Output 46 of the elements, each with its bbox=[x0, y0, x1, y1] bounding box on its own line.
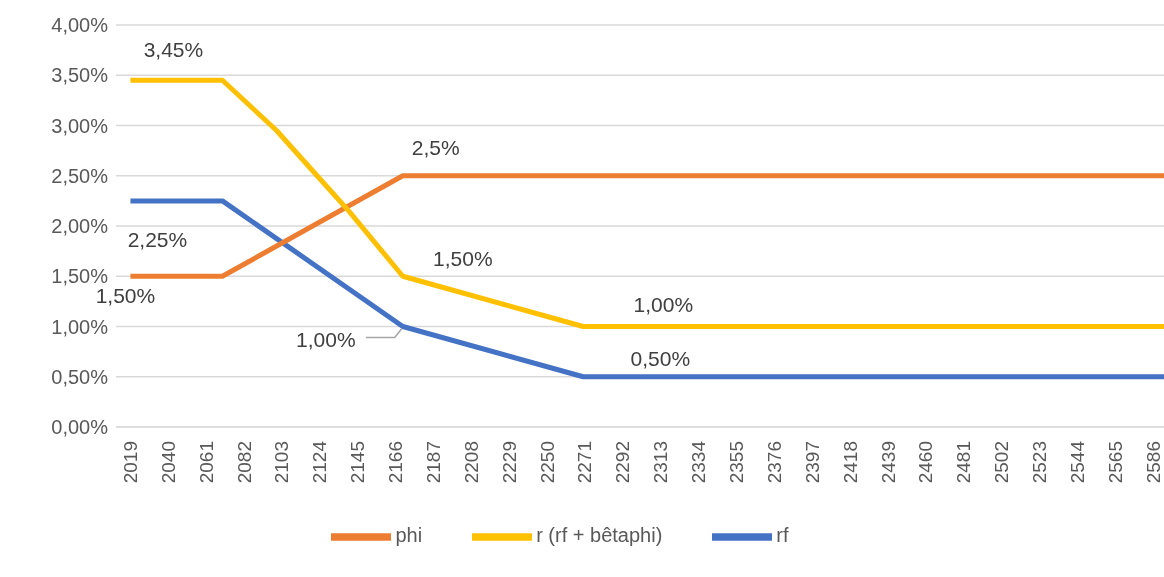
annotation: 0,50% bbox=[630, 347, 691, 371]
legend-label: rf bbox=[776, 524, 789, 547]
y-tick-label: 3,00% bbox=[51, 114, 109, 137]
x-tick-label: 2313 bbox=[650, 441, 672, 484]
x-tick-label: 2481 bbox=[953, 441, 975, 484]
x-tick-label: 2019 bbox=[119, 441, 141, 484]
annotation: 3,45% bbox=[143, 37, 204, 61]
annotation: 1,50% bbox=[433, 246, 493, 270]
x-tick-label: 2397 bbox=[801, 441, 823, 484]
x-tick-label: 2439 bbox=[877, 441, 899, 484]
x-tick-label: 2145 bbox=[347, 441, 369, 484]
annotation: 2,5% bbox=[411, 136, 460, 160]
x-tick-label: 2187 bbox=[422, 441, 444, 484]
y-tick-label: 2,50% bbox=[51, 164, 109, 187]
legend-label: phi bbox=[395, 524, 423, 547]
annotation: 2,25% bbox=[127, 228, 188, 252]
x-tick-label: 2523 bbox=[1029, 441, 1051, 484]
y-tick-label: 3,50% bbox=[51, 64, 109, 87]
x-tick-label: 2292 bbox=[612, 441, 634, 484]
annotation: 1,00% bbox=[296, 328, 356, 351]
y-tick-label: 1,00% bbox=[51, 315, 109, 338]
x-tick-label: 2376 bbox=[763, 441, 785, 484]
y-tick-label: 4,00% bbox=[51, 14, 109, 37]
x-tick-label: 2082 bbox=[233, 441, 255, 484]
x-tick-label: 2565 bbox=[1104, 441, 1126, 484]
x-tick-label: 2061 bbox=[195, 441, 217, 484]
x-tick-label: 2418 bbox=[839, 441, 861, 484]
x-tick-label: 2334 bbox=[688, 440, 710, 484]
x-tick-label: 2544 bbox=[1066, 440, 1088, 484]
x-tick-label: 2586 bbox=[1142, 441, 1164, 484]
x-tick-label: 2208 bbox=[460, 441, 482, 484]
x-tick-label: 2502 bbox=[991, 441, 1013, 484]
x-tick-label: 2124 bbox=[309, 440, 331, 484]
y-tick-label: 0,00% bbox=[51, 416, 109, 439]
x-tick-label: 2166 bbox=[385, 441, 407, 484]
x-tick-label: 2250 bbox=[536, 441, 558, 484]
x-tick-label: 2040 bbox=[157, 441, 179, 484]
x-tick-label: 2103 bbox=[271, 441, 293, 484]
x-tick-label: 2355 bbox=[726, 441, 747, 484]
x-tick-label: 2271 bbox=[574, 441, 596, 484]
annotation: 1,00% bbox=[633, 293, 694, 316]
x-tick-label: 2229 bbox=[498, 441, 520, 484]
y-tick-label: 0,50% bbox=[51, 365, 109, 388]
x-tick-label: 2460 bbox=[915, 441, 937, 484]
y-tick-label: 2,00% bbox=[51, 215, 109, 238]
legend-label: r (rf + bêtaphi) bbox=[536, 524, 663, 547]
